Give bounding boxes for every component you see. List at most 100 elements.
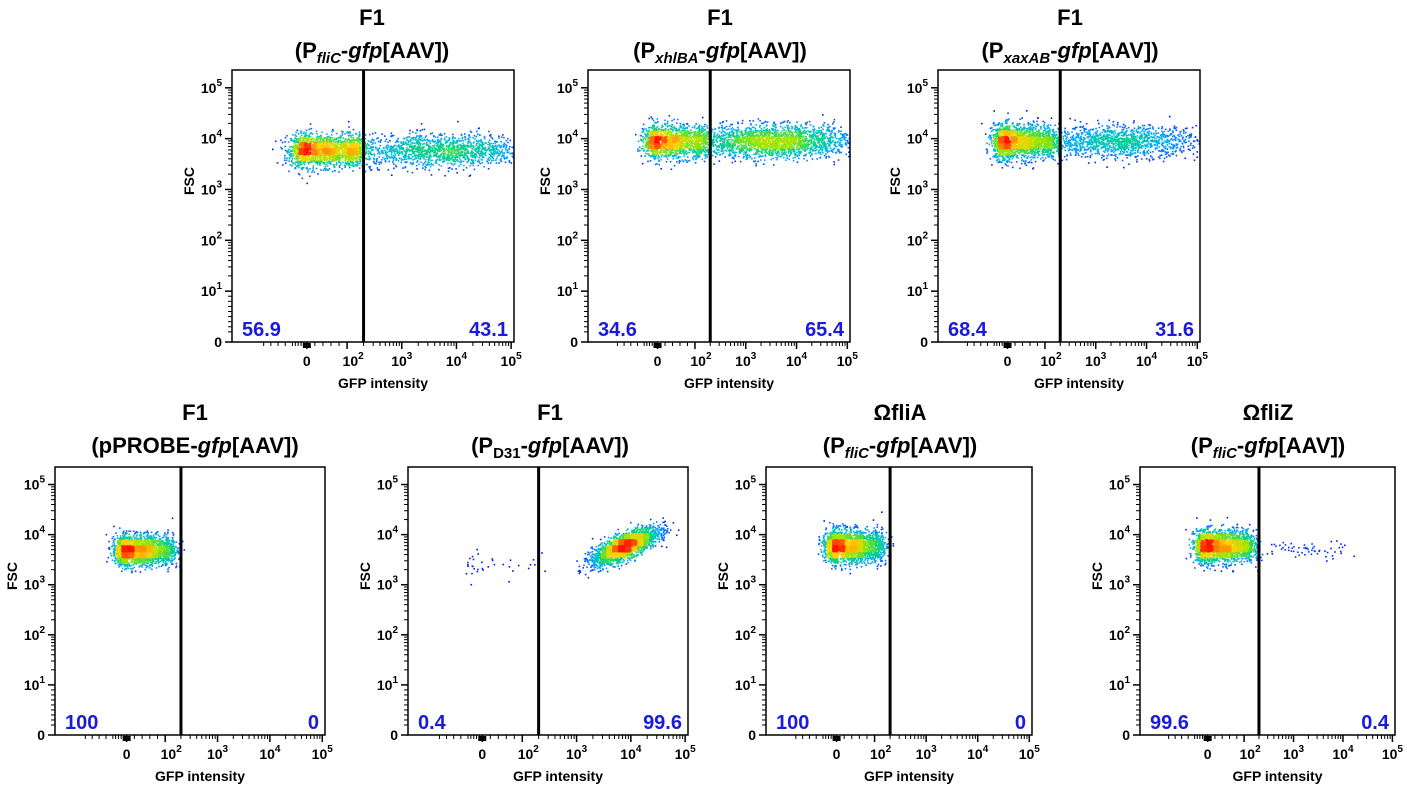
event-point — [329, 142, 332, 145]
event-point — [410, 146, 413, 148]
event-point — [447, 151, 450, 153]
event-point — [763, 127, 766, 129]
event-point — [369, 151, 372, 153]
event-point — [380, 162, 383, 164]
event-point — [470, 158, 473, 161]
event-point — [435, 149, 438, 151]
event-point — [285, 162, 287, 164]
event-point — [688, 151, 690, 154]
event-point — [416, 142, 418, 145]
event-point — [715, 148, 718, 150]
event-point — [641, 147, 643, 150]
event-point — [297, 172, 300, 175]
event-point — [433, 154, 435, 156]
event-point — [654, 121, 656, 124]
event-point — [725, 150, 728, 152]
event-point — [698, 149, 700, 152]
event-point — [441, 160, 444, 163]
event-point — [380, 151, 383, 153]
event-point — [816, 130, 818, 132]
event-point — [290, 139, 293, 142]
event-point — [440, 149, 442, 152]
event-point — [308, 128, 311, 131]
event-point — [365, 147, 367, 149]
event-point — [721, 130, 724, 132]
event-point — [805, 143, 808, 146]
event-point — [705, 143, 707, 146]
event-point — [426, 163, 429, 165]
event-point — [691, 126, 694, 129]
event-point — [385, 151, 387, 154]
event-point — [389, 150, 391, 153]
event-point — [300, 157, 302, 159]
event-point — [306, 148, 308, 151]
event-point — [478, 156, 481, 159]
event-point — [459, 144, 461, 146]
event-point — [371, 138, 374, 141]
event-point — [706, 153, 709, 156]
event-point — [833, 118, 836, 121]
event-point — [365, 149, 368, 151]
event-point — [794, 127, 797, 129]
event-point — [505, 149, 507, 151]
event-point — [505, 147, 507, 150]
event-point — [485, 149, 488, 152]
event-point — [453, 151, 456, 153]
event-point — [414, 145, 417, 147]
event-point — [699, 152, 701, 155]
event-point — [368, 150, 370, 152]
event-point — [732, 146, 734, 149]
event-point — [393, 152, 396, 154]
event-point — [312, 157, 315, 160]
event-point — [291, 158, 294, 160]
event-point — [718, 160, 721, 162]
event-point — [316, 163, 319, 166]
event-point — [775, 152, 778, 155]
event-point — [471, 163, 473, 165]
event-point — [315, 138, 318, 141]
event-point — [284, 141, 286, 143]
event-point — [290, 149, 292, 152]
event-point — [389, 157, 391, 159]
event-point — [339, 139, 341, 142]
event-point — [656, 118, 659, 120]
event-point — [450, 149, 453, 151]
event-point — [453, 148, 456, 151]
event-point — [371, 143, 373, 145]
event-point — [502, 144, 505, 146]
event-point — [348, 164, 350, 167]
event-point — [344, 133, 346, 135]
event-point — [364, 151, 367, 154]
event-point — [802, 149, 805, 151]
event-point — [382, 156, 384, 159]
event-point — [720, 135, 723, 137]
event-point — [440, 137, 442, 140]
event-point — [642, 129, 645, 132]
event-point — [349, 132, 352, 134]
event-point — [416, 129, 418, 131]
event-point — [352, 134, 354, 136]
event-point — [289, 164, 292, 166]
event-point — [327, 150, 330, 153]
event-point — [308, 153, 311, 156]
event-point — [365, 144, 367, 147]
event-point — [369, 167, 371, 170]
event-point — [478, 161, 481, 163]
event-point — [486, 160, 488, 163]
event-point — [388, 140, 391, 142]
event-point — [771, 153, 773, 155]
event-point — [332, 128, 334, 131]
event-point — [296, 129, 299, 132]
event-point — [788, 155, 791, 157]
event-point — [346, 131, 348, 134]
event-point — [728, 145, 731, 148]
event-point — [377, 148, 379, 151]
event-point — [731, 161, 734, 164]
event-point — [371, 132, 374, 135]
event-point — [399, 152, 401, 155]
event-point — [427, 144, 429, 147]
event-point — [729, 152, 731, 154]
event-point — [740, 134, 742, 136]
event-point — [795, 130, 797, 132]
event-point — [316, 156, 319, 159]
